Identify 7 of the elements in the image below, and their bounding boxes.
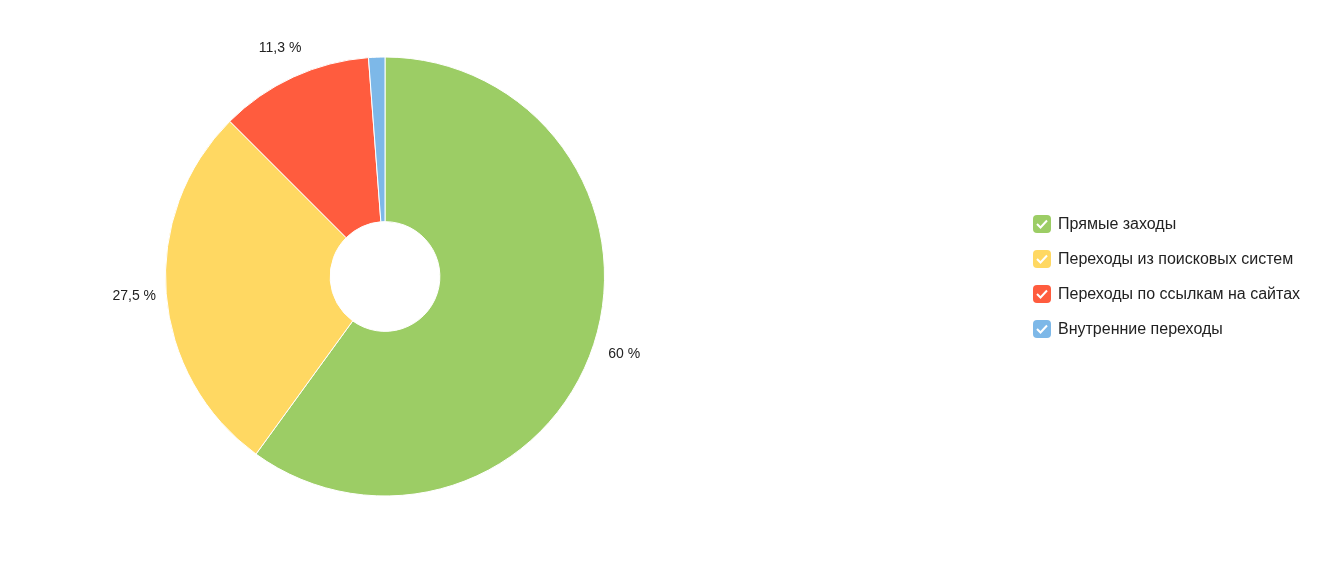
data-label: 60 % (608, 345, 641, 362)
data-label: 27,5 % (112, 287, 157, 304)
legend-label: Переходы из поисковых систем (1058, 249, 1294, 268)
legend-label: Переходы по ссылкам на сайтах (1058, 284, 1301, 303)
data-label: 11,3 % (258, 38, 302, 55)
legend-label: Прямые заходы (1058, 214, 1177, 233)
legend-label: Внутренние переходы (1058, 319, 1223, 338)
